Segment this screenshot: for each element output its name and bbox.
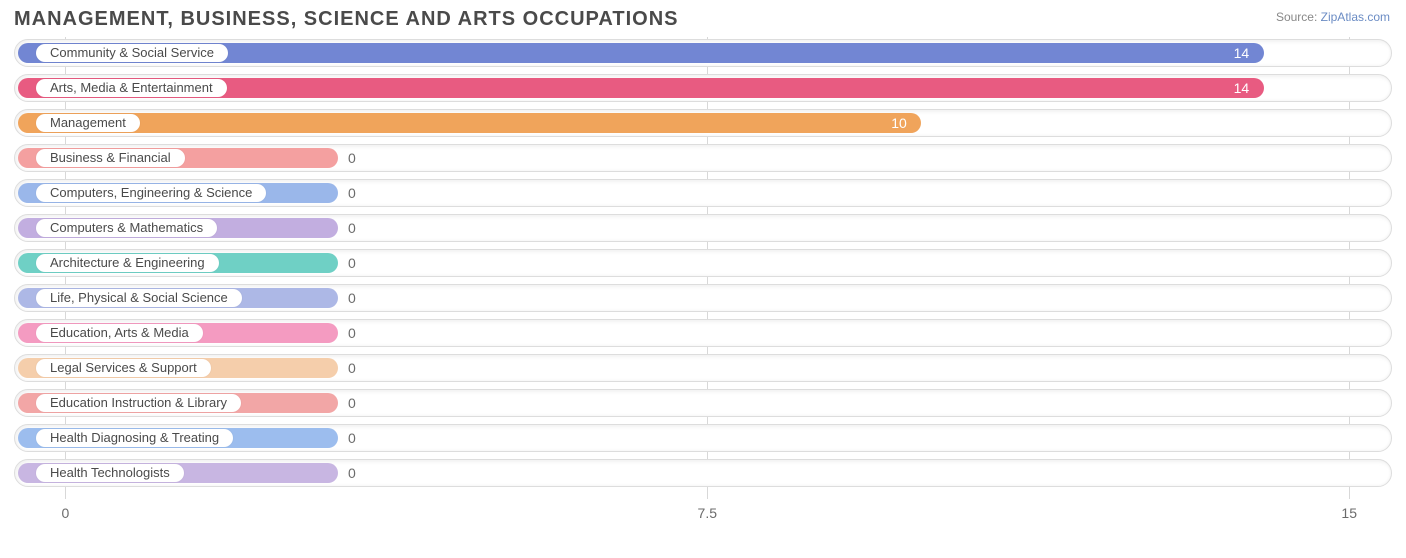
bar-value: 10 bbox=[891, 113, 907, 133]
bar-value: 0 bbox=[348, 393, 356, 413]
x-tick-label: 0 bbox=[61, 505, 69, 521]
source-name: ZipAtlas.com bbox=[1321, 10, 1390, 24]
bar-value: 0 bbox=[348, 218, 356, 238]
bar-row: Health Technologists 0 bbox=[14, 459, 1392, 487]
bar-label: Computers & Mathematics bbox=[36, 219, 217, 237]
bar-label: Architecture & Engineering bbox=[36, 254, 219, 272]
bar-value: 0 bbox=[348, 463, 356, 483]
bar-value: 0 bbox=[348, 288, 356, 308]
bar-row: Business & Financial 0 bbox=[14, 144, 1392, 172]
x-tick-label: 15 bbox=[1341, 505, 1357, 521]
bar-row: Computers & Mathematics 0 bbox=[14, 214, 1392, 242]
source-attribution: Source: ZipAtlas.com bbox=[1276, 10, 1390, 24]
bar-value: 0 bbox=[348, 253, 356, 273]
bar-label: Business & Financial bbox=[36, 149, 185, 167]
bar-row: Computers, Engineering & Science 0 bbox=[14, 179, 1392, 207]
source-label: Source: bbox=[1276, 10, 1317, 24]
chart-container: MANAGEMENT, BUSINESS, SCIENCE AND ARTS O… bbox=[0, 0, 1406, 558]
plot-area: 07.515Community & Social Service14Arts, … bbox=[14, 37, 1392, 521]
bar-value: 0 bbox=[348, 428, 356, 448]
bar-label: Computers, Engineering & Science bbox=[36, 184, 266, 202]
bar-row: Life, Physical & Social Science 0 bbox=[14, 284, 1392, 312]
bar-label: Legal Services & Support bbox=[36, 359, 211, 377]
bar-label: Community & Social Service bbox=[36, 44, 228, 62]
bar-label: Education Instruction & Library bbox=[36, 394, 241, 412]
bar-value: 0 bbox=[348, 323, 356, 343]
bar-label: Arts, Media & Entertainment bbox=[36, 79, 227, 97]
bar-label: Health Diagnosing & Treating bbox=[36, 429, 233, 447]
x-tick-label: 7.5 bbox=[698, 505, 717, 521]
bar-row: Arts, Media & Entertainment 14 bbox=[14, 74, 1392, 102]
bar-label: Education, Arts & Media bbox=[36, 324, 203, 342]
bar-label: Health Technologists bbox=[36, 464, 184, 482]
bar-value: 14 bbox=[1234, 43, 1250, 63]
bar-row: Education, Arts & Media 0 bbox=[14, 319, 1392, 347]
bar-label: Management bbox=[36, 114, 140, 132]
bar-value: 14 bbox=[1234, 78, 1250, 98]
bar-fill bbox=[18, 113, 921, 133]
bar-row: Education Instruction & Library 0 bbox=[14, 389, 1392, 417]
bar-row: Community & Social Service 14 bbox=[14, 39, 1392, 67]
bar-value: 0 bbox=[348, 358, 356, 378]
chart-title: MANAGEMENT, BUSINESS, SCIENCE AND ARTS O… bbox=[14, 8, 1392, 31]
bar-value: 0 bbox=[348, 183, 356, 203]
bar-label: Life, Physical & Social Science bbox=[36, 289, 242, 307]
bar-row: Legal Services & Support 0 bbox=[14, 354, 1392, 382]
bar-row: Architecture & Engineering 0 bbox=[14, 249, 1392, 277]
bar-row: Health Diagnosing & Treating 0 bbox=[14, 424, 1392, 452]
bar-value: 0 bbox=[348, 148, 356, 168]
bar-row: Management 10 bbox=[14, 109, 1392, 137]
